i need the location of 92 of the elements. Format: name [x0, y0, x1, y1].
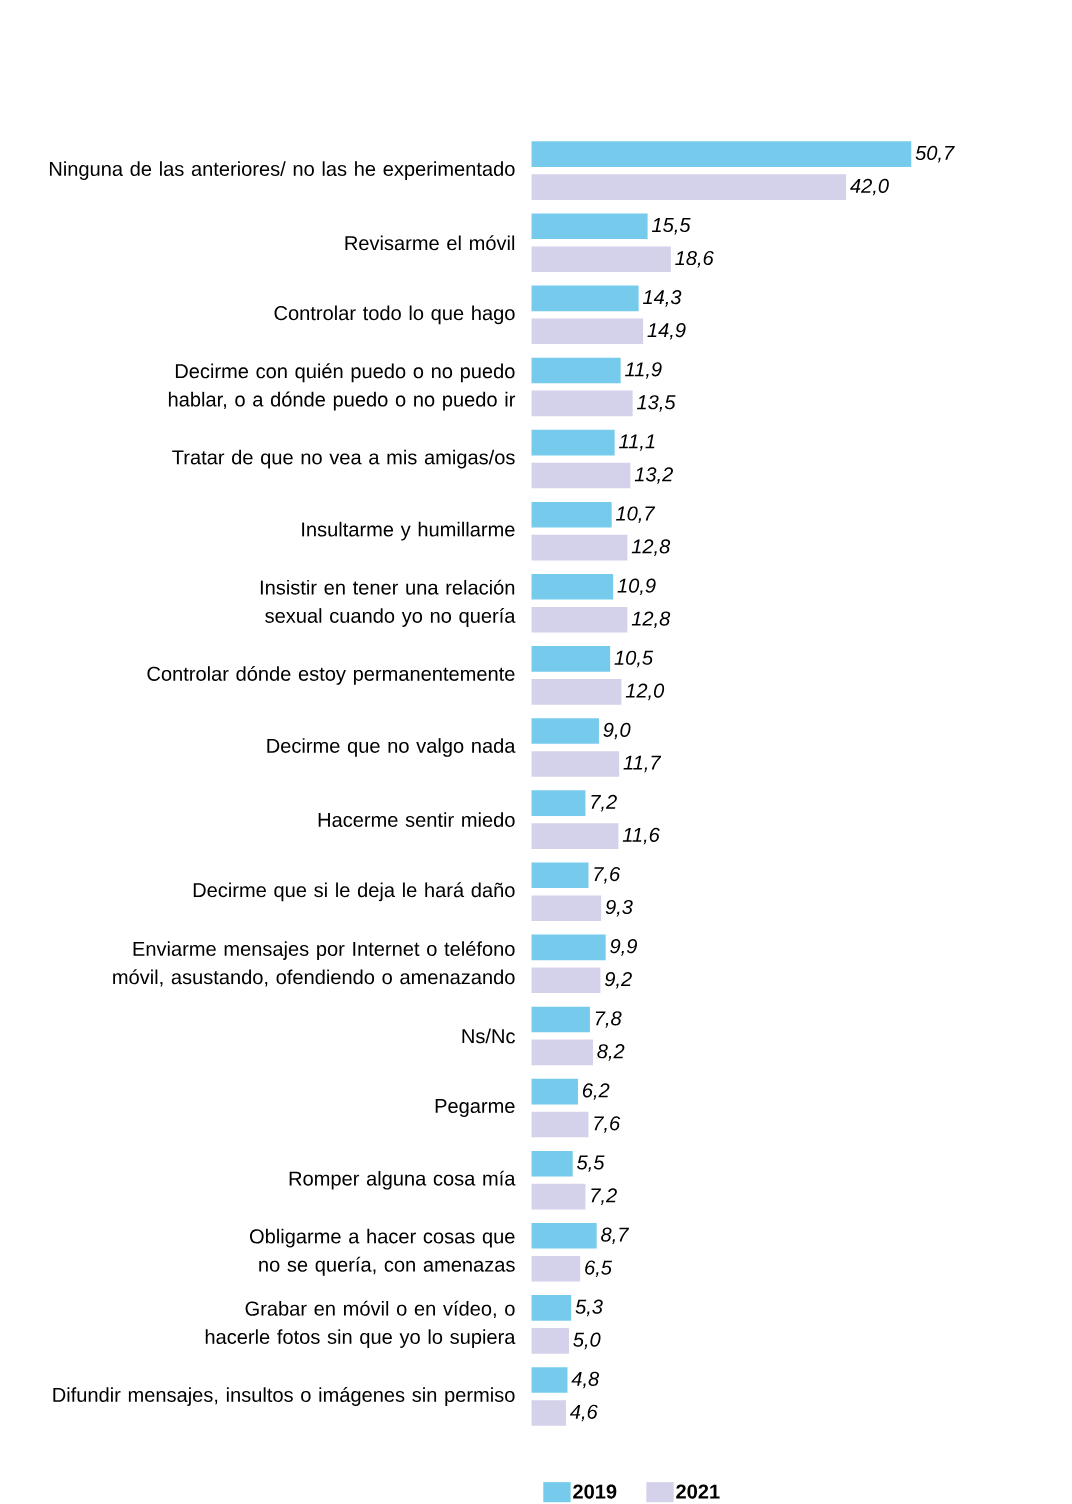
data-label: 50,7 — [915, 145, 955, 163]
y-tick-label: Obligarme a hacer cosas que no se quería, con amenazas — [249, 1228, 515, 1276]
data-label: 14,9 — [647, 323, 686, 340]
data-label: 12,8 — [631, 611, 671, 629]
bar — [531, 574, 614, 600]
bar — [531, 1150, 573, 1177]
bar — [531, 718, 599, 744]
bar — [531, 141, 912, 167]
bar — [531, 823, 619, 849]
data-label: 9,2 — [604, 972, 632, 989]
data-label: 9,0 — [603, 722, 631, 740]
y-tick-label: Decirme que no valgo nada — [267, 738, 516, 757]
bar — [531, 390, 633, 417]
data-label: 5,0 — [573, 1332, 601, 1350]
data-label: 12,0 — [625, 683, 664, 701]
data-label: 5,3 — [575, 1299, 603, 1317]
data-label: 13,2 — [634, 467, 673, 484]
y-tick-label: Decirme que si le deja le hará daño — [193, 882, 515, 902]
y-tick-label: Difundir mensajes, insultos o imágenes sin permiso — [53, 1387, 515, 1406]
y-tick-label: Romper alguna cosa mía — [289, 1170, 516, 1190]
bar — [531, 646, 611, 672]
y-tick-label: Hacerme sentir miedo — [318, 812, 515, 827]
y-tick-label: Pegarme — [435, 1099, 515, 1118]
data-label: 4,8 — [571, 1371, 599, 1389]
data-label: 7,2 — [591, 1188, 617, 1205]
data-label: 9,9 — [610, 939, 637, 956]
bar — [531, 534, 628, 561]
y-tick-label: Grabar en móvil o en vídeo, o hacerle fotos sin que yo lo supiera — [205, 1300, 516, 1348]
y-tick-label: Ninguna de las anteriores/ no las he experimentado — [49, 161, 515, 180]
y-tick-label: Enviarme mensajes por Internet o teléfono móvil, asustando, ofendiendo o amenazando — [113, 941, 515, 987]
bar — [531, 462, 631, 489]
data-label: 9,3 — [605, 899, 633, 917]
data-label: 5,5 — [576, 1155, 605, 1172]
data-label: 7,6 — [594, 1116, 621, 1133]
bar — [531, 895, 602, 921]
data-label: 7,8 — [595, 1011, 622, 1028]
y-tick-label: Insistir en tener una relación sexual cuando yo no quería — [260, 579, 516, 627]
data-label: 11,9 — [624, 362, 662, 379]
bar — [531, 751, 620, 777]
bar — [531, 429, 615, 456]
bar — [531, 1367, 568, 1393]
data-label: 7,6 — [594, 866, 621, 884]
data-label: 6,5 — [585, 1260, 612, 1278]
y-tick-label: Controlar dónde estoy permanentemente — [147, 665, 515, 685]
data-label: 11,1 — [618, 434, 655, 451]
bar — [531, 1222, 597, 1249]
bar — [531, 1183, 586, 1210]
data-label: 12,8 — [631, 539, 671, 556]
bar — [531, 246, 671, 273]
data-label: 7,2 — [591, 794, 617, 812]
bar — [531, 606, 628, 633]
bar — [531, 862, 589, 889]
y-tick-label: Insultarme y humillarme — [302, 521, 515, 541]
bar — [531, 1078, 578, 1105]
bar — [531, 501, 612, 528]
data-label: 11,7 — [623, 755, 662, 773]
data-label: 18,6 — [675, 250, 714, 268]
bar — [531, 213, 648, 240]
bar — [531, 1328, 569, 1354]
bar — [531, 357, 621, 384]
bar — [531, 1006, 590, 1033]
data-label: 8,7 — [600, 1227, 629, 1245]
bar — [531, 934, 606, 961]
y-tick-label: Revisarme el móvil — [345, 235, 514, 251]
legend-label: 2021 — [676, 1484, 720, 1499]
data-label: 15,5 — [651, 218, 691, 235]
bar — [531, 679, 622, 705]
data-label: 14,3 — [642, 290, 682, 307]
bar — [531, 790, 586, 816]
bar — [531, 1295, 572, 1321]
data-label: 10,7 — [615, 506, 656, 523]
data-label: 42,0 — [849, 178, 889, 196]
bar — [531, 1255, 581, 1282]
data-label: 8,2 — [597, 1044, 625, 1061]
y-tick-label: Ns/Nc — [462, 1028, 515, 1044]
legend-label: 2019 — [573, 1484, 617, 1499]
bar — [531, 1039, 593, 1066]
data-label: 11,6 — [622, 827, 660, 845]
bar — [531, 967, 601, 994]
y-tick-label: Controlar todo lo que hago — [274, 305, 515, 325]
data-label: 4,6 — [569, 1404, 598, 1422]
y-tick-label: Tratar de que no vea a mis amigas/os — [172, 449, 515, 469]
data-label: 13,5 — [636, 395, 676, 412]
bar — [531, 174, 846, 200]
bar — [531, 1111, 589, 1138]
data-label: 10,9 — [617, 578, 656, 596]
bar — [531, 318, 643, 345]
bar — [531, 1400, 566, 1426]
y-tick-label: Decirme con quién puedo o no puedo hablar, o a dónde puedo o no puedo ir — [168, 363, 515, 411]
bar — [531, 285, 639, 312]
data-label: 10,5 — [614, 650, 653, 668]
data-label: 6,2 — [582, 1083, 610, 1100]
